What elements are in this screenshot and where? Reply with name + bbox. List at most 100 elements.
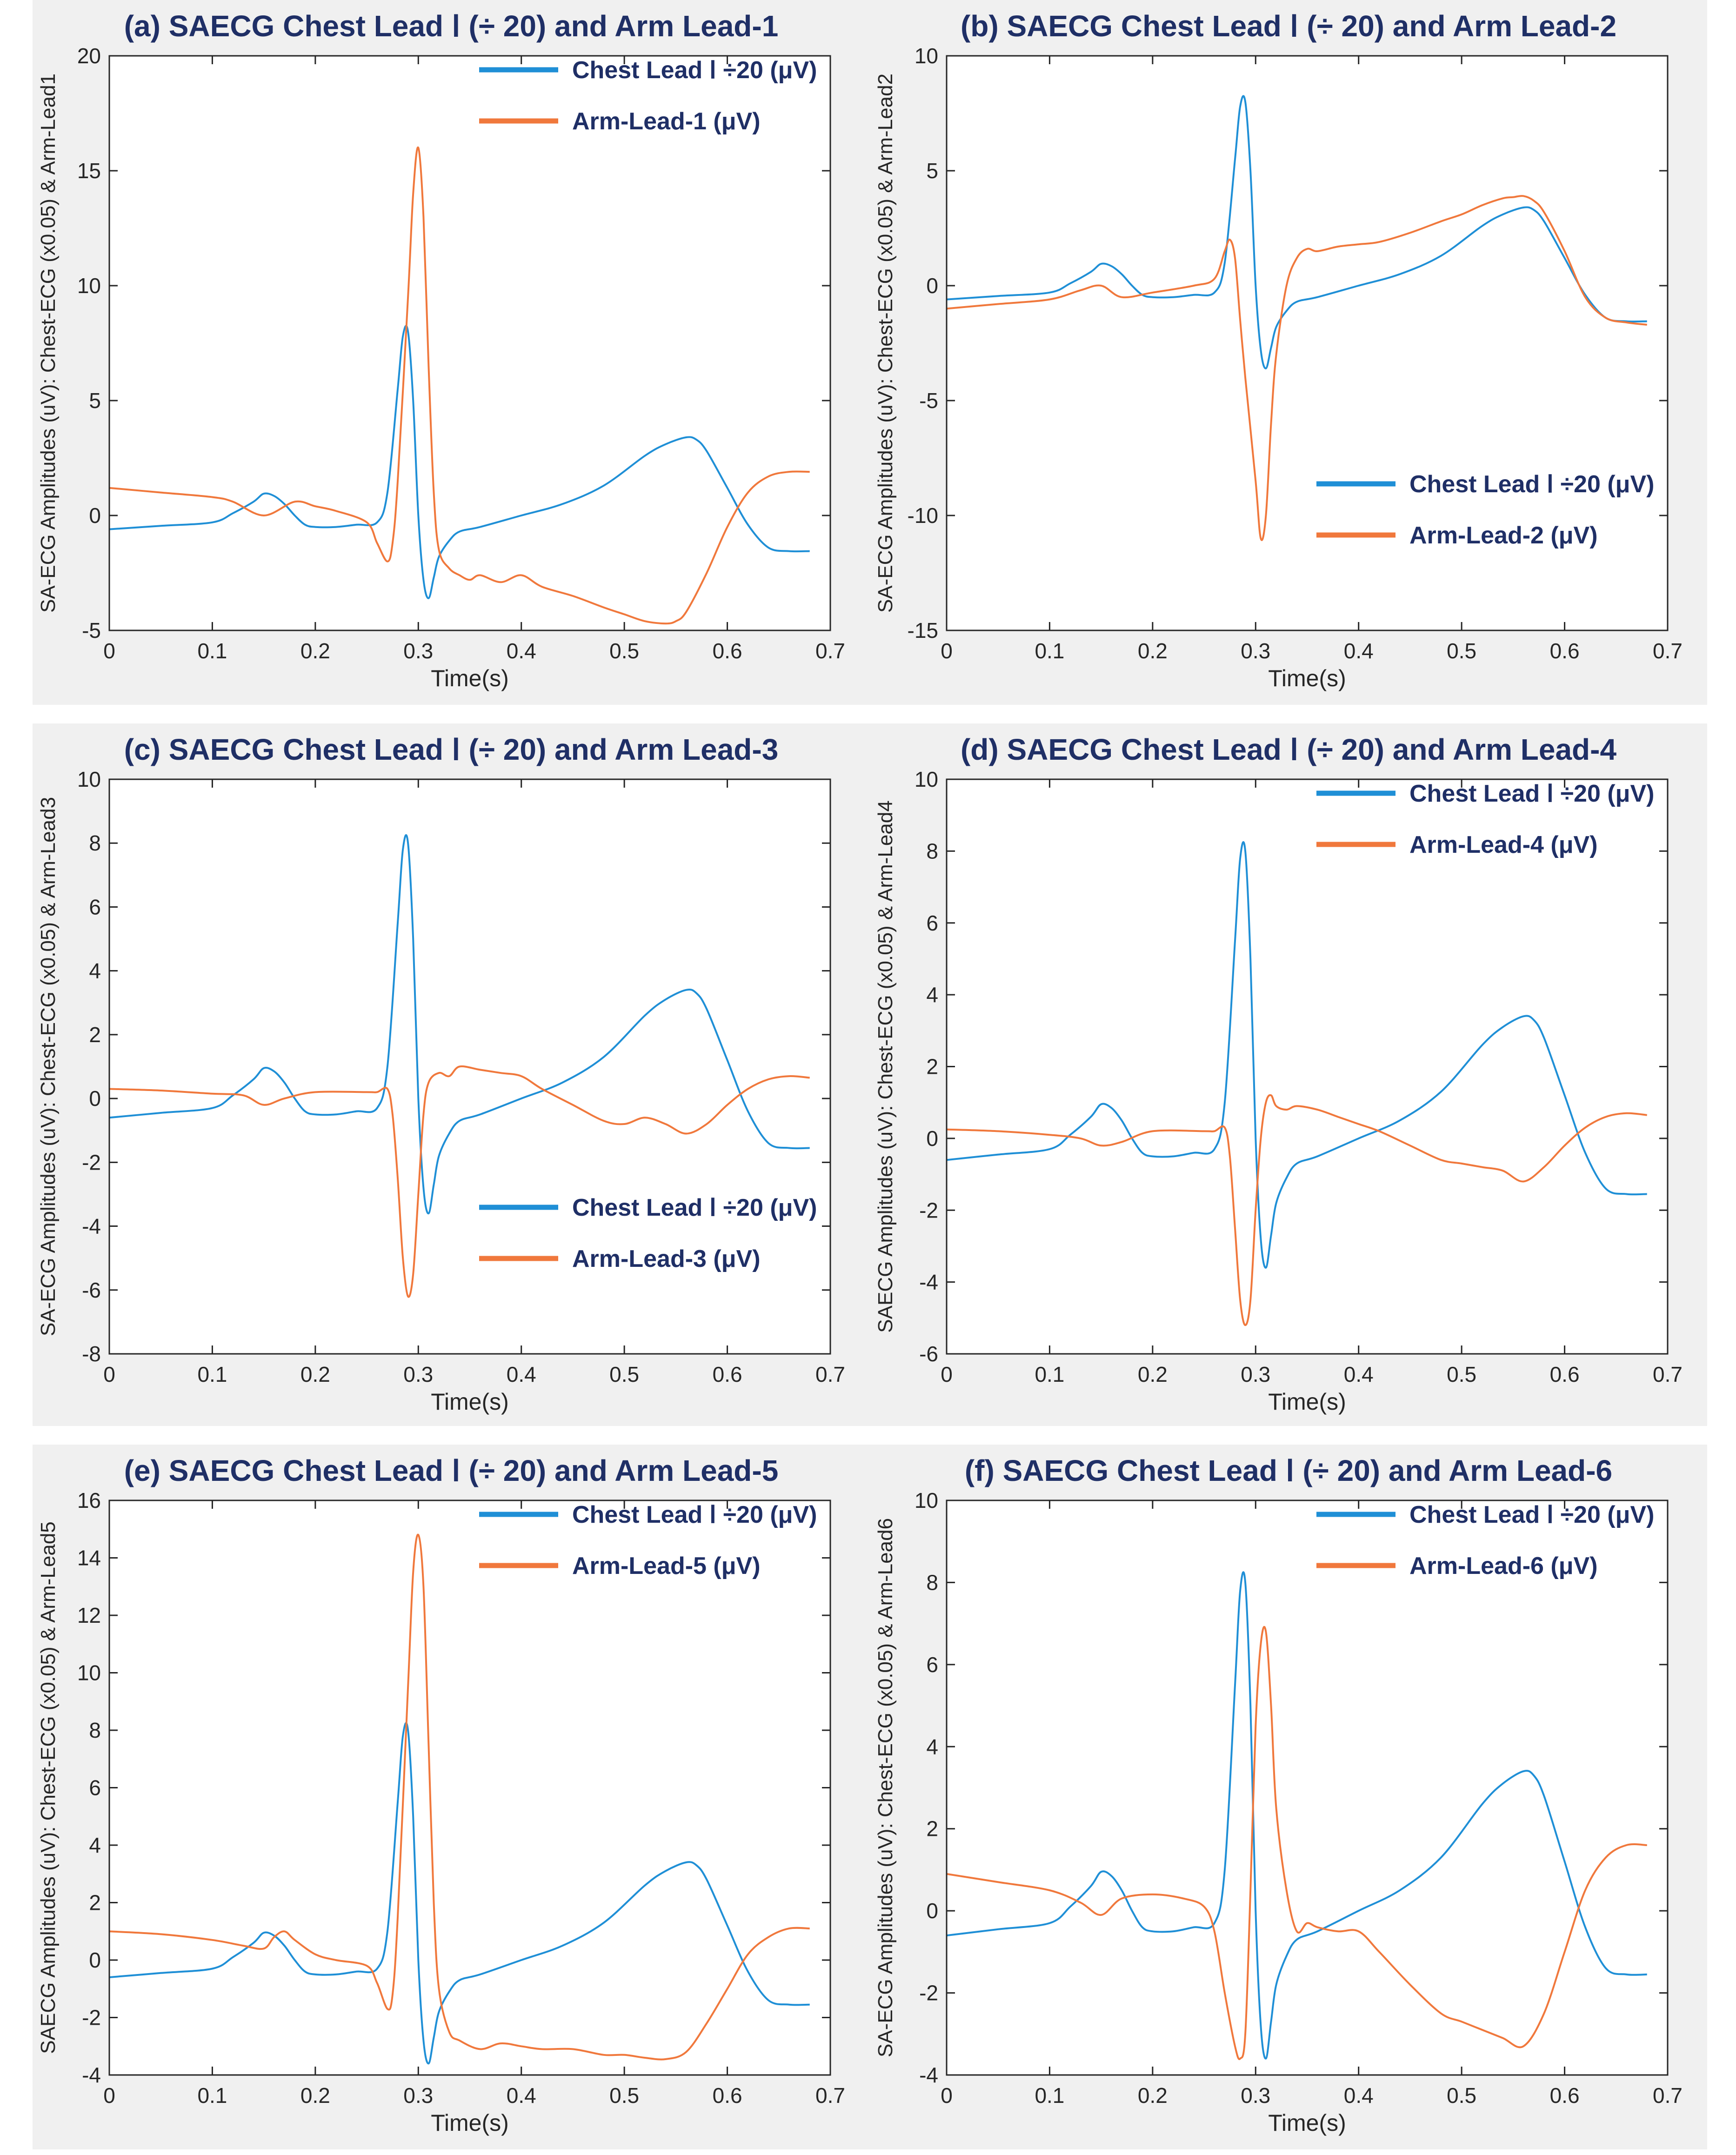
legend-label: Chest Lead Ⅰ ÷20 (μV)	[572, 57, 817, 84]
y-axis-label: SA-ECG Amplitudes (uV): Chest-ECG (x0.05…	[874, 74, 897, 613]
x-tick-label: 0.4	[1344, 639, 1374, 663]
x-tick-label: 0	[103, 639, 115, 663]
series-line-arm-lead	[947, 1094, 1647, 1326]
y-tick-label: -8	[82, 1342, 101, 1366]
chart-panel: (a) SAECG Chest Lead Ⅰ (÷ 20) and Arm Le…	[33, 0, 870, 705]
y-tick-label: -5	[919, 388, 938, 413]
x-tick-label: 0	[103, 2083, 115, 2108]
chart-svg: (c) SAECG Chest Lead Ⅰ (÷ 20) and Arm Le…	[33, 723, 870, 1426]
y-tick-label: -6	[82, 1278, 101, 1302]
series-line-chest-lead	[947, 95, 1647, 369]
y-tick-label: 0	[926, 1126, 938, 1151]
series-line-chest-lead	[947, 1571, 1647, 2060]
y-tick-label: -5	[82, 618, 101, 642]
x-tick-label: 0.3	[403, 2083, 433, 2108]
x-tick-label: 0.6	[713, 1362, 742, 1386]
chart-title: (c) SAECG Chest Lead Ⅰ (÷ 20) and Arm Le…	[124, 733, 779, 766]
series-line-chest-lead	[109, 834, 810, 1215]
x-tick-label: 0.6	[1550, 2083, 1580, 2108]
y-tick-label: 0	[89, 1948, 101, 1972]
x-tick-label: 0.4	[1344, 1362, 1374, 1386]
chart-svg: (d) SAECG Chest Lead Ⅰ (÷ 20) and Arm Le…	[870, 723, 1707, 1426]
y-tick-label: 8	[89, 1718, 101, 1742]
y-tick-label: 2	[926, 1817, 938, 1841]
x-tick-label: 0.3	[403, 639, 433, 663]
x-axis-label: Time(s)	[431, 1389, 509, 1415]
y-axis-label: SA-ECG Amplitudes (uV): Chest-ECG (x0.05…	[37, 74, 60, 613]
series-line-arm-lead	[947, 195, 1647, 541]
chart-svg: (e) SAECG Chest Lead Ⅰ (÷ 20) and Arm Le…	[33, 1445, 870, 2149]
series-line-arm-lead	[109, 1533, 810, 2061]
x-tick-label: 0	[941, 2083, 953, 2108]
x-tick-label: 0.6	[1550, 1362, 1580, 1386]
x-tick-label: 0.4	[507, 2083, 536, 2108]
series-line-arm-lead	[109, 1065, 810, 1298]
axes-box	[946, 1499, 1669, 2076]
x-tick-label: 0.3	[1241, 2083, 1270, 2108]
x-tick-label: 0.3	[1241, 1362, 1270, 1386]
chart-svg: (f) SAECG Chest Lead Ⅰ (÷ 20) and Arm Le…	[870, 1445, 1707, 2149]
x-axis-label: Time(s)	[431, 2110, 509, 2136]
plot-area	[947, 1500, 1668, 2075]
series-line-arm-lead	[947, 1626, 1647, 2060]
chart-title: (b) SAECG Chest Lead Ⅰ (÷ 20) and Arm Le…	[961, 9, 1616, 43]
x-axis-label: Time(s)	[1268, 665, 1346, 691]
x-tick-label: 0.6	[713, 2083, 742, 2108]
x-tick-label: 0.2	[1138, 2083, 1168, 2108]
x-tick-label: 0.7	[1653, 1362, 1683, 1386]
series-line-arm-lead	[109, 146, 810, 625]
x-tick-label: 0	[103, 1362, 115, 1386]
x-tick-label: 0.2	[1138, 639, 1168, 663]
y-tick-label: -10	[908, 503, 938, 528]
y-tick-label: -4	[919, 2063, 938, 2087]
x-tick-label: 0.7	[815, 639, 845, 663]
plot-area	[109, 779, 830, 1354]
series-line-chest-lead	[109, 325, 810, 599]
y-tick-label: 6	[926, 911, 938, 935]
chart-title: (a) SAECG Chest Lead Ⅰ (÷ 20) and Arm Le…	[124, 9, 779, 43]
y-tick-label: 2	[89, 1023, 101, 1047]
chart-panel: (c) SAECG Chest Lead Ⅰ (÷ 20) and Arm Le…	[33, 723, 870, 1426]
x-tick-label: 0.1	[1035, 1362, 1064, 1386]
x-tick-label: 0.4	[507, 639, 536, 663]
legend-label: Arm-Lead-1 (μV)	[572, 108, 761, 135]
x-tick-label: 0.1	[197, 639, 227, 663]
x-tick-label: 0.1	[197, 2083, 227, 2108]
y-tick-label: 6	[89, 895, 101, 919]
chart-panel: (d) SAECG Chest Lead Ⅰ (÷ 20) and Arm Le…	[870, 723, 1707, 1426]
plot-area	[109, 1500, 830, 2075]
plot-area	[947, 56, 1668, 630]
x-tick-label: 0.6	[1550, 639, 1580, 663]
chart-title: (e) SAECG Chest Lead Ⅰ (÷ 20) and Arm Le…	[124, 1454, 779, 1487]
y-tick-label: 10	[915, 44, 938, 68]
y-axis-label: SA-ECG Amplitudes (uV): Chest-ECG (x0.05…	[874, 1518, 897, 2057]
y-tick-label: 0	[89, 1086, 101, 1111]
x-tick-label: 0.3	[1241, 639, 1270, 663]
y-tick-label: 8	[89, 831, 101, 855]
x-tick-label: 0.4	[1344, 2083, 1374, 2108]
y-tick-label: 16	[77, 1488, 101, 1513]
y-tick-label: 4	[926, 983, 938, 1007]
x-tick-label: 0.1	[1035, 639, 1064, 663]
y-tick-label: -2	[82, 2006, 101, 2030]
y-tick-label: 10	[77, 274, 101, 298]
y-tick-label: 20	[77, 44, 101, 68]
legend-label: Chest Lead Ⅰ ÷20 (μV)	[1409, 780, 1654, 807]
series-line-chest-lead	[947, 841, 1647, 1269]
x-axis-label: Time(s)	[1268, 2110, 1346, 2136]
chart-title: (d) SAECG Chest Lead Ⅰ (÷ 20) and Arm Le…	[961, 733, 1616, 766]
chart-panel: (e) SAECG Chest Lead Ⅰ (÷ 20) and Arm Le…	[33, 1445, 870, 2149]
y-tick-label: 4	[89, 1833, 101, 1857]
chart-panel: (b) SAECG Chest Lead Ⅰ (÷ 20) and Arm Le…	[870, 0, 1707, 705]
y-tick-label: 2	[89, 1891, 101, 1915]
x-tick-label: 0.3	[403, 1362, 433, 1386]
legend-label: Arm-Lead-2 (μV)	[1409, 522, 1598, 549]
y-tick-label: -2	[919, 1981, 938, 2005]
x-tick-label: 0.5	[609, 639, 639, 663]
x-tick-label: 0	[941, 639, 953, 663]
y-tick-label: 10	[915, 767, 938, 791]
x-axis-label: Time(s)	[1268, 1389, 1346, 1415]
y-tick-label: 5	[926, 159, 938, 183]
y-tick-label: 10	[915, 1488, 938, 1513]
